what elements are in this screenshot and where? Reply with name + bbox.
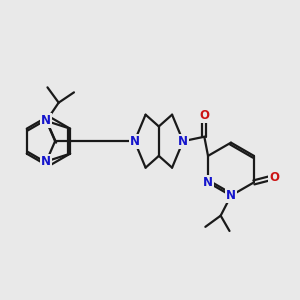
Text: O: O	[269, 172, 279, 184]
Text: N: N	[41, 155, 51, 168]
Text: O: O	[199, 109, 209, 122]
Text: N: N	[178, 135, 188, 148]
Text: N: N	[41, 114, 51, 128]
Text: N: N	[226, 189, 236, 202]
Text: N: N	[203, 176, 213, 189]
Text: N: N	[130, 135, 140, 148]
